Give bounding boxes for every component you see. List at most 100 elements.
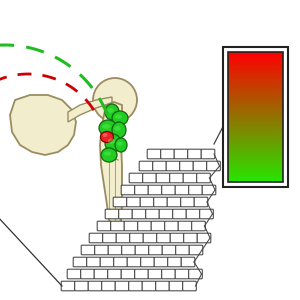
FancyBboxPatch shape bbox=[165, 221, 178, 231]
Ellipse shape bbox=[99, 120, 117, 136]
Ellipse shape bbox=[115, 138, 127, 152]
FancyBboxPatch shape bbox=[108, 269, 121, 279]
FancyBboxPatch shape bbox=[174, 149, 188, 159]
FancyBboxPatch shape bbox=[162, 269, 175, 279]
FancyBboxPatch shape bbox=[197, 173, 210, 183]
FancyBboxPatch shape bbox=[81, 245, 95, 255]
FancyBboxPatch shape bbox=[156, 173, 170, 183]
FancyBboxPatch shape bbox=[169, 281, 183, 291]
FancyBboxPatch shape bbox=[166, 161, 180, 171]
FancyBboxPatch shape bbox=[129, 173, 143, 183]
FancyBboxPatch shape bbox=[154, 197, 167, 207]
FancyBboxPatch shape bbox=[105, 209, 119, 219]
Polygon shape bbox=[100, 102, 122, 225]
FancyBboxPatch shape bbox=[94, 269, 108, 279]
FancyBboxPatch shape bbox=[119, 209, 132, 219]
FancyBboxPatch shape bbox=[193, 161, 207, 171]
Ellipse shape bbox=[107, 108, 114, 113]
FancyBboxPatch shape bbox=[75, 281, 88, 291]
FancyBboxPatch shape bbox=[61, 281, 75, 291]
Bar bbox=[223, 47, 288, 187]
FancyBboxPatch shape bbox=[139, 161, 153, 171]
FancyBboxPatch shape bbox=[87, 257, 100, 267]
FancyBboxPatch shape bbox=[157, 233, 170, 243]
Ellipse shape bbox=[115, 115, 122, 119]
FancyBboxPatch shape bbox=[143, 173, 156, 183]
FancyBboxPatch shape bbox=[194, 197, 208, 207]
FancyBboxPatch shape bbox=[148, 269, 162, 279]
FancyBboxPatch shape bbox=[132, 209, 146, 219]
FancyBboxPatch shape bbox=[184, 233, 197, 243]
FancyBboxPatch shape bbox=[124, 221, 138, 231]
FancyBboxPatch shape bbox=[138, 221, 151, 231]
Ellipse shape bbox=[112, 111, 128, 125]
FancyBboxPatch shape bbox=[121, 269, 135, 279]
Circle shape bbox=[93, 78, 137, 122]
FancyBboxPatch shape bbox=[197, 233, 211, 243]
FancyBboxPatch shape bbox=[122, 245, 135, 255]
FancyBboxPatch shape bbox=[135, 245, 149, 255]
FancyBboxPatch shape bbox=[81, 269, 94, 279]
FancyBboxPatch shape bbox=[153, 161, 166, 171]
FancyBboxPatch shape bbox=[103, 233, 116, 243]
FancyBboxPatch shape bbox=[135, 185, 148, 195]
FancyBboxPatch shape bbox=[121, 185, 135, 195]
Polygon shape bbox=[10, 95, 76, 155]
FancyBboxPatch shape bbox=[73, 257, 87, 267]
FancyBboxPatch shape bbox=[161, 149, 174, 159]
Ellipse shape bbox=[102, 124, 110, 129]
FancyBboxPatch shape bbox=[151, 221, 165, 231]
FancyBboxPatch shape bbox=[113, 197, 127, 207]
FancyBboxPatch shape bbox=[202, 185, 216, 195]
FancyBboxPatch shape bbox=[183, 173, 197, 183]
Ellipse shape bbox=[100, 131, 113, 142]
FancyBboxPatch shape bbox=[130, 233, 143, 243]
FancyBboxPatch shape bbox=[159, 209, 173, 219]
Bar bbox=[228, 52, 283, 182]
FancyBboxPatch shape bbox=[183, 281, 196, 291]
FancyBboxPatch shape bbox=[127, 257, 141, 267]
FancyBboxPatch shape bbox=[114, 257, 127, 267]
FancyBboxPatch shape bbox=[102, 281, 115, 291]
Ellipse shape bbox=[105, 134, 121, 152]
FancyBboxPatch shape bbox=[189, 245, 203, 255]
FancyBboxPatch shape bbox=[129, 281, 142, 291]
Ellipse shape bbox=[104, 152, 111, 156]
FancyBboxPatch shape bbox=[175, 269, 189, 279]
FancyBboxPatch shape bbox=[89, 233, 103, 243]
FancyBboxPatch shape bbox=[180, 161, 193, 171]
FancyBboxPatch shape bbox=[135, 269, 148, 279]
Ellipse shape bbox=[108, 139, 115, 144]
FancyBboxPatch shape bbox=[140, 197, 154, 207]
FancyBboxPatch shape bbox=[67, 269, 81, 279]
FancyBboxPatch shape bbox=[95, 245, 108, 255]
FancyBboxPatch shape bbox=[186, 209, 200, 219]
FancyBboxPatch shape bbox=[189, 185, 202, 195]
FancyBboxPatch shape bbox=[97, 221, 111, 231]
FancyBboxPatch shape bbox=[207, 161, 220, 171]
FancyBboxPatch shape bbox=[115, 281, 129, 291]
Ellipse shape bbox=[101, 148, 117, 162]
FancyBboxPatch shape bbox=[162, 245, 176, 255]
FancyBboxPatch shape bbox=[168, 257, 181, 267]
FancyBboxPatch shape bbox=[148, 185, 162, 195]
Ellipse shape bbox=[105, 104, 119, 120]
FancyBboxPatch shape bbox=[201, 149, 215, 159]
FancyBboxPatch shape bbox=[108, 245, 122, 255]
FancyBboxPatch shape bbox=[170, 233, 184, 243]
Ellipse shape bbox=[103, 133, 107, 137]
FancyBboxPatch shape bbox=[189, 269, 202, 279]
FancyBboxPatch shape bbox=[178, 221, 192, 231]
FancyBboxPatch shape bbox=[141, 257, 154, 267]
FancyBboxPatch shape bbox=[175, 185, 189, 195]
FancyBboxPatch shape bbox=[170, 173, 183, 183]
FancyBboxPatch shape bbox=[88, 281, 102, 291]
FancyBboxPatch shape bbox=[156, 281, 169, 291]
FancyBboxPatch shape bbox=[147, 149, 161, 159]
FancyBboxPatch shape bbox=[167, 197, 181, 207]
FancyBboxPatch shape bbox=[149, 245, 162, 255]
Polygon shape bbox=[68, 97, 112, 122]
FancyBboxPatch shape bbox=[188, 149, 201, 159]
FancyBboxPatch shape bbox=[146, 209, 159, 219]
FancyBboxPatch shape bbox=[143, 233, 157, 243]
